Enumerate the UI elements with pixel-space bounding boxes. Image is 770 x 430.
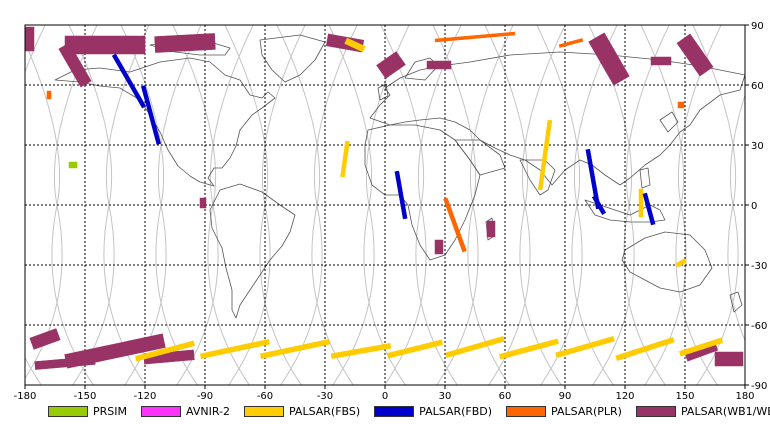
swath-wb <box>434 239 444 255</box>
swath-wb <box>588 32 630 86</box>
legend-item: PALSAR(WB1/WB2) <box>635 404 770 418</box>
legend-swatch <box>635 405 676 417</box>
lat-tick-label: 90 <box>751 21 764 32</box>
latitude-tick-labels: 90 60 30 0 -30 -60 -90 <box>751 21 767 392</box>
swath-plr <box>558 38 584 48</box>
coast-greenland <box>259 34 326 83</box>
swath-fbs <box>330 343 392 359</box>
swath-prsim <box>68 161 78 169</box>
swath-fbd <box>111 53 147 109</box>
swath-wb <box>29 328 61 350</box>
swath-wb <box>199 197 207 209</box>
swath-plr <box>434 31 516 43</box>
swath-wb <box>376 51 406 79</box>
swath-wb <box>650 56 672 66</box>
swath-plr <box>677 101 685 109</box>
swath-fbd <box>642 192 656 226</box>
legend-swatch <box>506 405 547 417</box>
legend: PRSIM AVNIR-2 PALSAR(FBS) PALSAR(FBD) PALSAR… <box>48 402 770 420</box>
swath-fbs <box>199 338 271 360</box>
legend-item: PALSAR(FBS) <box>243 404 361 418</box>
map-border <box>24 24 746 386</box>
swath-fbs <box>675 258 687 268</box>
swath-fbs <box>344 37 366 53</box>
swath-wb <box>426 60 452 70</box>
lon-tick-label: 180 <box>735 391 754 402</box>
lon-tick-label: -30 <box>317 391 333 402</box>
legend-label: PALSAR(PLR) <box>551 404 622 418</box>
coast-arabia <box>454 139 506 176</box>
swath-fbs <box>445 336 505 358</box>
lon-tick-label: -180 <box>14 391 37 402</box>
lon-tick-label: 60 <box>499 391 512 402</box>
legend-label: PALSAR(FBS) <box>288 404 361 418</box>
swath-fbd <box>585 148 601 210</box>
swath-plr <box>46 90 52 100</box>
legend-label: AVNIR-2 <box>186 404 230 418</box>
legend-swatch <box>243 405 284 417</box>
swath-wb <box>34 356 96 370</box>
swath-fbd <box>140 85 162 145</box>
swath-fbs <box>386 339 444 359</box>
swath-fbs <box>340 140 350 178</box>
swath-plr <box>443 197 467 253</box>
coast-south-america <box>209 183 296 319</box>
lat-tick-label: 30 <box>751 141 764 152</box>
legend-label: PALSAR(FBD) <box>419 404 493 418</box>
legend-label: PALSAR(WB1/WB2) <box>680 404 770 418</box>
swath-fbs <box>135 340 195 362</box>
coast-uk <box>377 83 389 101</box>
coast-new-zealand <box>729 291 743 313</box>
acquisition-swaths <box>25 26 744 370</box>
lat-tick-label: -60 <box>751 321 767 332</box>
swath-wb <box>714 351 744 367</box>
legend-swatch <box>141 405 181 417</box>
swath-fbs <box>638 188 644 218</box>
swath-fbd <box>394 170 408 220</box>
lon-tick-label: 0 <box>382 391 388 402</box>
coast-indonesia <box>584 199 666 223</box>
legend-swatch <box>48 405 88 417</box>
longitude-tick-labels: -180 -150 -120 -90 -60 -30 0 30 60 90 120 150 180 <box>14 391 755 402</box>
legend-item: PRSIM <box>48 405 127 418</box>
lon-tick-label: -150 <box>74 391 97 402</box>
swath-wb <box>154 33 216 53</box>
legend-label: PRSIM <box>93 404 127 418</box>
lon-tick-label: 30 <box>439 391 452 402</box>
legend-item: AVNIR-2 <box>141 405 230 418</box>
graticule <box>24 24 749 389</box>
lon-tick-label: 150 <box>675 391 694 402</box>
legend-swatch <box>374 405 415 417</box>
lon-tick-label: -60 <box>257 391 273 402</box>
lon-tick-label: 120 <box>615 391 634 402</box>
swath-fbs <box>259 338 331 360</box>
lat-tick-label: -30 <box>751 261 767 272</box>
swath-wb <box>64 35 146 55</box>
coast-japan <box>659 111 679 133</box>
lat-tick-label: 0 <box>751 201 757 212</box>
legend-item: PALSAR(PLR) <box>506 405 622 418</box>
swath-wb <box>58 42 92 88</box>
swath-wb <box>676 33 714 77</box>
swath-fbs <box>615 337 675 361</box>
lat-tick-label: -90 <box>751 381 767 392</box>
lat-tick-label: 60 <box>751 81 764 92</box>
lon-tick-label: 90 <box>559 391 572 402</box>
lon-tick-label: -90 <box>197 391 213 402</box>
swath-fbs <box>537 119 553 191</box>
swath-fbd <box>591 194 607 216</box>
swath-wb <box>486 220 496 238</box>
coast-australia <box>621 231 713 293</box>
swath-fbs <box>499 338 559 360</box>
swath-fbs <box>678 337 724 357</box>
lon-tick-label: -120 <box>134 391 157 402</box>
coast-philippines <box>639 167 651 189</box>
legend-item: PALSAR(FBD) <box>374 405 492 418</box>
swath-fbs <box>555 336 615 358</box>
swath-wb <box>25 26 35 52</box>
coast-eurasia <box>369 51 745 186</box>
